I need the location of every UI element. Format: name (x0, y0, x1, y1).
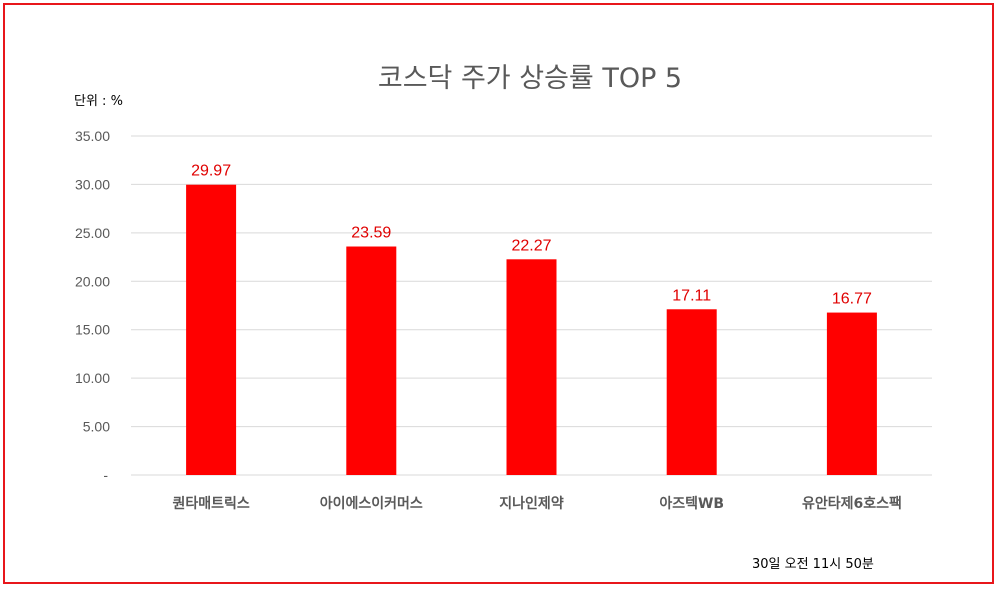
x-tick-label: 퀀타매트릭스 (172, 496, 249, 512)
unit-label: 단위 : % (74, 94, 123, 109)
y-tick-label: 5.00 (83, 419, 110, 435)
bar (666, 309, 717, 475)
y-tick-label: 35.00 (75, 128, 110, 144)
bar (346, 246, 397, 475)
y-tick-label: 20.00 (75, 273, 110, 289)
y-tick-label: 15.00 (75, 322, 110, 338)
data-label: 29.97 (191, 163, 231, 180)
data-label: 22.27 (511, 237, 551, 254)
x-tick-label: 아즈텍WB (659, 495, 724, 512)
bar (186, 184, 237, 475)
chart-title: 코스닥 주가 상승률 TOP 5 (377, 63, 683, 94)
bar (826, 312, 877, 475)
data-label: 23.59 (351, 225, 391, 242)
x-tick-label: 아이에스이커머스 (320, 495, 423, 512)
y-tick-label: 25.00 (75, 225, 110, 241)
x-tick-label: 지나인제약 (499, 495, 564, 512)
data-label: 16.77 (832, 291, 872, 308)
x-tick-label: 유안타제6호스팩 (802, 495, 902, 512)
y-tick-label: 30.00 (75, 176, 110, 192)
timestamp: 30일 오전 11시 50분 (752, 557, 874, 572)
bar (506, 259, 557, 475)
y-tick-label: 10.00 (75, 370, 110, 386)
y-tick-label: - (103, 467, 108, 483)
data-label: 17.11 (672, 287, 711, 304)
chart-frame (3, 3, 994, 584)
